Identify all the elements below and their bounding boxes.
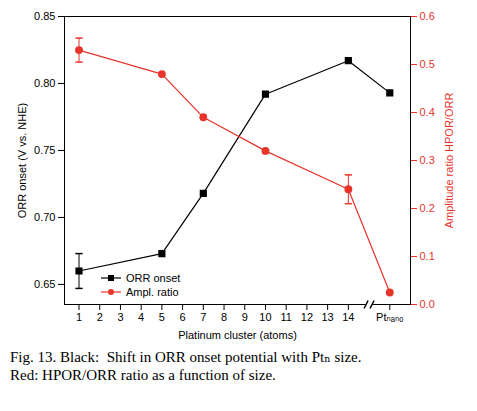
- html-text:ORR onset: ORR onset: [126, 272, 181, 284]
- svg-text:2: 2: [97, 311, 103, 323]
- svg-text:Ptₙₐₙₒ: Ptₙₐₙₒ: [376, 311, 403, 323]
- svg-text:11: 11: [280, 311, 291, 323]
- svg-text:14: 14: [342, 311, 354, 323]
- svg-text:0.2: 0.2: [420, 202, 435, 214]
- svg-text:12: 12: [301, 311, 313, 323]
- svg-text:6: 6: [180, 311, 186, 323]
- svg-text:Amplitude ratio HPOR/ORR: Amplitude ratio HPOR/ORR: [443, 93, 455, 229]
- html-text:Ampl. ratio: Ampl. ratio: [126, 286, 179, 298]
- svg-text:3: 3: [117, 311, 123, 323]
- svg-text:7: 7: [200, 311, 206, 323]
- svg-text:0.70: 0.70: [34, 211, 55, 223]
- svg-text:0.65: 0.65: [34, 278, 55, 290]
- svg-text:1: 1: [76, 311, 82, 323]
- svg-text:4: 4: [138, 311, 144, 323]
- svg-text:0.80: 0.80: [34, 77, 55, 89]
- html-text:Fig. 13. Black: Shift in ORR o: Fig. 13. Black: Shift in ORR onset poten…: [10, 349, 369, 383]
- svg-text:9: 9: [242, 311, 248, 323]
- svg-text:0.5: 0.5: [420, 58, 435, 70]
- svg-text:0.1: 0.1: [420, 250, 435, 262]
- svg-text:0.85: 0.85: [34, 10, 55, 22]
- svg-text:0.3: 0.3: [420, 154, 435, 166]
- svg-text:8: 8: [221, 311, 227, 323]
- svg-text:0.4: 0.4: [420, 106, 435, 118]
- svg-text:13: 13: [322, 311, 334, 323]
- svg-text:10: 10: [259, 311, 271, 323]
- svg-text:ORR onset (V vs. NHE): ORR onset (V vs. NHE): [16, 103, 28, 219]
- svg-text:0.6: 0.6: [420, 10, 435, 22]
- svg-text:5: 5: [159, 311, 165, 323]
- svg-text:Platinum cluster (atoms): Platinum cluster (atoms): [178, 329, 297, 341]
- svg-text:0.0: 0.0: [420, 298, 435, 310]
- svg-text:0.75: 0.75: [34, 144, 55, 156]
